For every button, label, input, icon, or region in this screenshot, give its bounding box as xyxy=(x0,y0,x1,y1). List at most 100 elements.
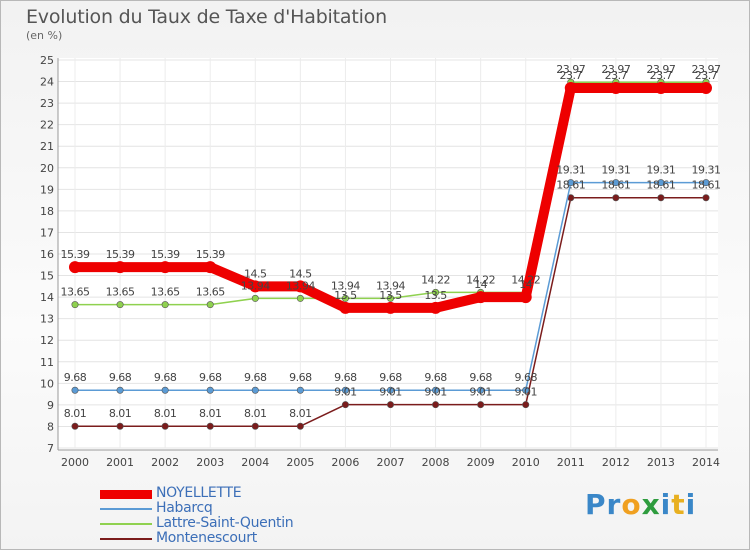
data-point xyxy=(69,261,81,274)
legend-swatch xyxy=(100,508,152,510)
y-tick-label: 16 xyxy=(40,248,54,261)
data-label: 19.31 xyxy=(646,164,675,177)
data-point xyxy=(296,294,304,302)
y-tick-label: 15 xyxy=(40,270,54,283)
data-label: 9.68 xyxy=(469,371,492,384)
logo-letter: P xyxy=(585,488,607,521)
logo-letter: i xyxy=(685,488,697,521)
data-point xyxy=(702,194,710,202)
y-tick-label: 22 xyxy=(40,119,54,132)
data-label: 15.39 xyxy=(196,248,225,261)
data-label: 23.97 xyxy=(646,63,675,76)
data-point xyxy=(657,179,665,187)
y-tick-label: 10 xyxy=(40,377,54,390)
data-point xyxy=(384,301,397,314)
data-label: 14.22 xyxy=(511,273,540,286)
x-tick-label: 2012 xyxy=(602,456,630,469)
data-point xyxy=(251,294,259,302)
data-label: 9.68 xyxy=(109,371,132,384)
data-point xyxy=(161,301,169,309)
data-label: 19.31 xyxy=(556,164,585,177)
data-label: 9.68 xyxy=(334,371,357,384)
data-label: 13.65 xyxy=(151,286,180,299)
data-label: 9.01 xyxy=(469,386,492,399)
data-label: 15.39 xyxy=(61,248,90,261)
x-tick-label: 2005 xyxy=(286,456,314,469)
data-label: 8.01 xyxy=(154,407,177,420)
data-point xyxy=(429,301,442,314)
data-label: 13.94 xyxy=(241,279,270,292)
data-point xyxy=(161,386,169,394)
data-label: 14 xyxy=(474,278,487,291)
data-label: 23.7 xyxy=(560,69,583,82)
data-point xyxy=(116,386,124,394)
legend-label: Habarcq xyxy=(156,500,213,516)
data-label: 13.5 xyxy=(334,289,357,302)
x-tick-label: 2001 xyxy=(106,456,134,469)
data-point xyxy=(296,386,304,394)
data-point xyxy=(700,82,712,95)
legend-label: Lattre-Saint-Quentin xyxy=(156,515,294,531)
data-point xyxy=(612,194,620,202)
legend-swatch xyxy=(100,523,152,525)
data-point xyxy=(71,301,79,309)
x-tick-label: 2010 xyxy=(512,456,540,469)
data-label: 13.65 xyxy=(106,286,135,299)
data-point xyxy=(702,179,710,187)
data-point xyxy=(339,301,352,314)
data-label: 15.39 xyxy=(106,248,135,261)
x-tick-label: 2009 xyxy=(467,456,495,469)
y-tick-label: 7 xyxy=(47,442,54,455)
data-label: 8.01 xyxy=(109,407,132,420)
x-tick-label: 2011 xyxy=(557,456,585,469)
x-tick-label: 2008 xyxy=(422,456,450,469)
data-label: 13.65 xyxy=(196,286,225,299)
data-point xyxy=(654,82,667,95)
data-point xyxy=(386,294,394,302)
data-point xyxy=(341,401,349,409)
x-tick-label: 2006 xyxy=(331,456,359,469)
data-point xyxy=(251,386,259,394)
data-label: 9.01 xyxy=(424,386,447,399)
data-label: 18.61 xyxy=(646,179,675,192)
y-tick-label: 14 xyxy=(40,291,54,304)
legend-swatch xyxy=(100,538,152,540)
data-label: 14.5 xyxy=(244,267,267,280)
logo-letter: i xyxy=(660,488,672,521)
data-point xyxy=(612,179,620,187)
data-label: 15.39 xyxy=(151,248,180,261)
data-label: 8.01 xyxy=(199,407,222,420)
data-label: 8.01 xyxy=(244,407,267,420)
logo-letter: o xyxy=(621,488,642,521)
data-point xyxy=(71,422,79,430)
data-label: 23.7 xyxy=(695,69,718,82)
data-point xyxy=(204,261,217,274)
data-point xyxy=(474,291,487,304)
data-label: 14.5 xyxy=(289,267,312,280)
data-label: 14.22 xyxy=(466,273,495,286)
proxiti-logo: Proxiti xyxy=(585,488,696,521)
data-label: 23.97 xyxy=(556,63,585,76)
data-point xyxy=(71,386,79,394)
y-tick-label: 20 xyxy=(40,162,54,175)
data-label: 19.31 xyxy=(601,164,630,177)
data-point xyxy=(564,82,577,95)
legend-swatch xyxy=(100,490,152,499)
data-point xyxy=(116,301,124,309)
y-tick-label: 24 xyxy=(40,76,54,89)
data-point xyxy=(432,401,440,409)
x-tick-label: 2007 xyxy=(377,456,405,469)
x-tick-label: 2000 xyxy=(61,456,89,469)
data-point xyxy=(522,401,530,409)
y-tick-label: 12 xyxy=(40,334,54,347)
data-point xyxy=(567,179,575,187)
y-tick-label: 9 xyxy=(47,399,54,412)
y-tick-label: 13 xyxy=(40,313,54,326)
data-point xyxy=(477,386,485,394)
data-point xyxy=(432,288,440,296)
data-label: 23.7 xyxy=(605,69,628,82)
data-label: 9.01 xyxy=(379,386,402,399)
data-label: 8.01 xyxy=(64,407,87,420)
legend-label: Montenescourt xyxy=(156,530,257,546)
